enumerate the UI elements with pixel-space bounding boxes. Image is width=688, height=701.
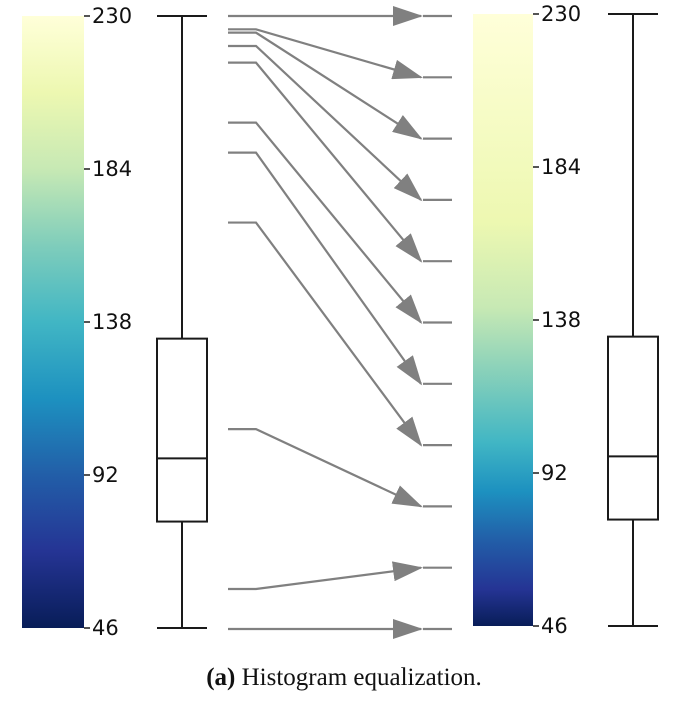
caption-label: (a) (206, 664, 236, 691)
caption-text: Histogram equalization. (235, 664, 482, 691)
colorbar-tick-label: 138 (92, 310, 132, 334)
colorbar-tick-label: 184 (92, 157, 132, 181)
mapping-arrow (228, 428, 423, 508)
colorbar-tick-label: 230 (92, 4, 132, 28)
iqr-box (156, 337, 208, 523)
colorbar-tick-label: 230 (541, 2, 581, 26)
colorbar-tick-label: 92 (541, 461, 568, 485)
colorbar-tick-label: 184 (541, 155, 581, 179)
figure-caption: (a) Histogram equalization. (0, 664, 688, 692)
before-panel: 46 92 138 184 230 (22, 4, 208, 640)
mapping-arrow (228, 221, 423, 447)
colorbar-tick-label: 138 (541, 308, 581, 332)
colorbar-tick-label: 46 (92, 616, 119, 640)
mapping-arrow (228, 151, 423, 386)
after-panel: 46 92 138 184 230 (473, 2, 659, 638)
colorbar (22, 16, 84, 628)
mapping-arrow (228, 44, 423, 202)
iqr-box (607, 335, 659, 521)
mapping-arrow (228, 121, 423, 325)
intensity-mapping-arrows (228, 6, 452, 639)
mapping-arrow (228, 28, 423, 80)
mapping-arrow (228, 61, 423, 263)
colorbar-tick-label: 46 (541, 614, 568, 638)
colorbar (473, 14, 533, 626)
mapping-arrow (228, 561, 423, 591)
mapping-arrow (228, 31, 423, 140)
colorbar-tick-label: 92 (92, 463, 119, 487)
